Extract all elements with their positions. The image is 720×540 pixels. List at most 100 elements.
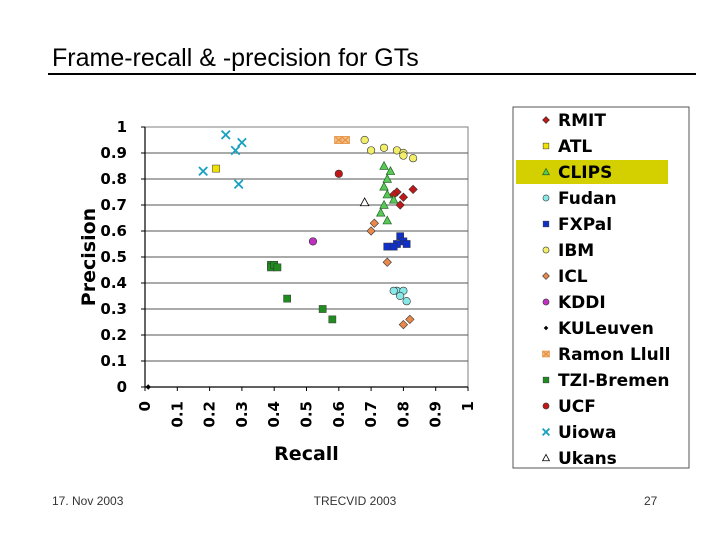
x-tick-label: 0.6	[330, 401, 348, 428]
point-clips	[382, 189, 393, 199]
point-ibm	[399, 151, 408, 160]
point-clips	[379, 199, 389, 209]
point-icl	[369, 218, 379, 228]
y-tick-label: 0	[117, 378, 127, 396]
footer-conference: TRECVID 2003	[313, 494, 397, 508]
legend-entry-clips: CLIPS	[558, 163, 612, 183]
x-axis-label: Recall	[274, 443, 339, 465]
y-tick-label: 0.5	[100, 248, 127, 266]
slide-title: Frame-recall & -precision for GTs	[52, 44, 419, 72]
point-rmit	[398, 192, 409, 202]
point-clips	[379, 181, 389, 191]
legend-marker-fudan	[542, 194, 550, 202]
y-tick-label: 1	[117, 118, 127, 136]
point-icl	[382, 257, 392, 267]
point-kddi	[308, 237, 318, 246]
title-underline	[48, 73, 696, 75]
plot-area	[141, 126, 469, 391]
point-uiowa	[233, 179, 244, 190]
point-ibm	[409, 154, 418, 163]
legend-entry-kddi: KDDI	[558, 293, 606, 313]
y-tick-label: 0.1	[100, 352, 127, 370]
point-clips	[376, 207, 386, 217]
x-tick-label: 0	[136, 401, 154, 411]
x-tick-label: 0.1	[168, 401, 186, 428]
y-tick-label: 0.4	[100, 274, 127, 292]
point-fudan	[389, 286, 398, 295]
point-atl	[212, 164, 220, 173]
point-uiowa	[237, 137, 247, 148]
y-tick-label: 0.2	[100, 326, 127, 344]
legend-marker-rmit	[542, 116, 550, 124]
x-tick-label: 0.5	[298, 401, 316, 428]
legend-marker-ukans	[541, 453, 551, 462]
legend-entry-rmit: RMIT	[558, 111, 606, 131]
legend-entry-uiowa: Uiowa	[558, 423, 617, 443]
x-tick-label: 0.9	[427, 401, 445, 428]
legend: RMIT ATL CLIPS Fudan FXPal IBM ICL KDDI KULeuven…	[512, 106, 690, 469]
point-clips	[385, 166, 396, 175]
legend-marker-tzi-bremen	[542, 376, 550, 384]
legend-entry-atl: ATL	[558, 137, 592, 157]
data-points	[145, 129, 418, 390]
legend-marker-ucf	[542, 402, 550, 410]
point-rmit	[395, 200, 405, 210]
axis-ticks: 0 0.1 0.2 0.3 0.4 0.5 0.6 0.7 0.8 0.9 1 0 0.1 0.2 0.3 0…	[100, 118, 477, 428]
footer-date: 17. Nov 2003	[52, 494, 124, 508]
point-ibm	[379, 143, 389, 152]
point-fudan	[396, 291, 405, 301]
point-ibm	[360, 135, 369, 145]
x-tick-label: 0.7	[362, 401, 380, 428]
legend-entry-fudan: Fudan	[558, 189, 617, 209]
legend-marker-fxpal	[542, 220, 550, 228]
point-tzi-bremen	[273, 263, 282, 272]
point-ukans	[359, 197, 370, 207]
y-axis-label: Precision	[78, 208, 100, 306]
y-tick-label: 0.9	[100, 144, 127, 162]
point-ramon-llull	[340, 136, 350, 144]
legend-entry-ucf: UCF	[558, 397, 596, 417]
legend-marker-clips	[542, 167, 550, 176]
legend-marker-atl	[542, 142, 550, 150]
legend-entry-icl: ICL	[558, 267, 588, 287]
point-clips	[388, 194, 399, 204]
x-tick-label: 0.2	[201, 401, 219, 428]
point-clips	[379, 160, 389, 170]
legend-marker-ibm	[542, 246, 550, 254]
legend-marker-icl	[542, 272, 550, 280]
x-tick-label: 0.4	[265, 401, 283, 428]
point-icl	[398, 319, 409, 330]
legend-marker-uiowa	[541, 427, 551, 437]
y-tick-label: 0.3	[100, 300, 127, 318]
y-tick-label: 0.6	[100, 222, 127, 240]
point-tzi-bremen	[283, 294, 291, 303]
legend-highlight	[516, 160, 668, 184]
legend-marker-kuleuven	[543, 325, 549, 331]
point-uiowa	[220, 129, 231, 140]
point-clips	[382, 173, 393, 183]
point-uiowa	[198, 166, 208, 177]
y-tick-label: 0.8	[100, 170, 127, 188]
legend-entry-tzi-bremen: TZI-Bremen	[558, 371, 670, 391]
point-fxpal	[383, 242, 392, 251]
point-fudan	[402, 297, 411, 306]
legend-entry-fxpal: FXPal	[558, 215, 612, 235]
point-ucf	[334, 169, 343, 178]
x-tick-label: 1	[459, 401, 477, 411]
legend-entry-ukans: Ukans	[558, 449, 617, 469]
legend-marker-kddi	[542, 298, 550, 306]
legend-entry-kuleuven: KULeuven	[558, 319, 654, 339]
x-tick-label: 0.8	[394, 401, 412, 428]
point-kuleuven	[145, 384, 151, 390]
point-clips	[382, 215, 393, 225]
y-tick-label: 0.7	[100, 196, 127, 214]
point-rmit	[408, 184, 418, 195]
point-icl	[405, 314, 415, 325]
legend-entry-ramon-llull: Ramon Llull	[558, 345, 670, 365]
point-tzi-bremen	[318, 305, 327, 313]
point-fxpal	[402, 240, 411, 248]
legend-marker-ramon-llull	[542, 350, 550, 358]
point-fxpal	[389, 242, 398, 251]
page-number: 27	[644, 494, 658, 508]
